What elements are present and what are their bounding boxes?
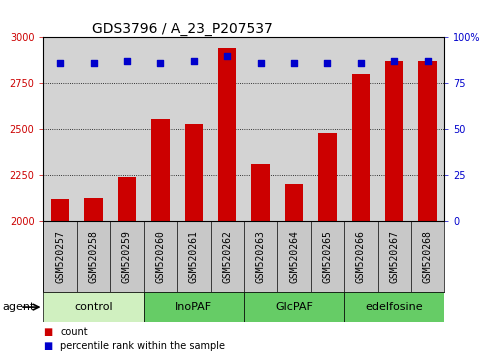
Bar [43,292,144,322]
Text: percentile rank within the sample: percentile rank within the sample [60,341,226,350]
Point [90,60,98,66]
Text: count: count [60,327,88,337]
Text: ■: ■ [43,341,53,350]
Bar [151,119,170,221]
Bar [318,133,337,221]
Text: agent: agent [2,302,35,312]
Text: GDS3796 / A_23_P207537: GDS3796 / A_23_P207537 [92,22,272,36]
Point [324,60,331,66]
Text: GSM520267: GSM520267 [389,230,399,283]
Bar [185,124,203,221]
Text: GSM520261: GSM520261 [189,230,199,283]
Bar [118,177,136,221]
Text: GSM520268: GSM520268 [423,230,433,283]
Point [156,60,164,66]
Text: InoPAF: InoPAF [175,302,213,312]
Point [357,60,365,66]
Point [57,60,64,66]
Text: GSM520263: GSM520263 [256,230,266,283]
Text: GSM520260: GSM520260 [156,230,165,283]
Text: GSM520265: GSM520265 [323,230,332,283]
Bar [418,61,437,221]
Point [390,58,398,64]
Text: GSM520262: GSM520262 [222,230,232,283]
Bar [285,184,303,221]
Text: GSM520259: GSM520259 [122,230,132,283]
Bar [344,292,444,322]
Bar [244,292,344,322]
Text: edelfosine: edelfosine [366,302,423,312]
Point [223,53,231,58]
Bar [218,48,236,221]
Point [123,58,131,64]
Text: ■: ■ [43,327,53,337]
Bar [51,199,70,221]
Bar [144,292,244,322]
Point [290,60,298,66]
Text: GSM520258: GSM520258 [88,230,99,283]
Text: GSM520257: GSM520257 [55,230,65,283]
Bar [252,164,270,221]
Point [190,58,198,64]
Text: GlcPAF: GlcPAF [275,302,313,312]
Point [424,58,431,64]
Text: GSM520264: GSM520264 [289,230,299,283]
Text: GSM520266: GSM520266 [356,230,366,283]
Bar [352,74,370,221]
Point [257,60,265,66]
Bar [385,61,403,221]
Bar [85,198,103,221]
Text: control: control [74,302,113,312]
